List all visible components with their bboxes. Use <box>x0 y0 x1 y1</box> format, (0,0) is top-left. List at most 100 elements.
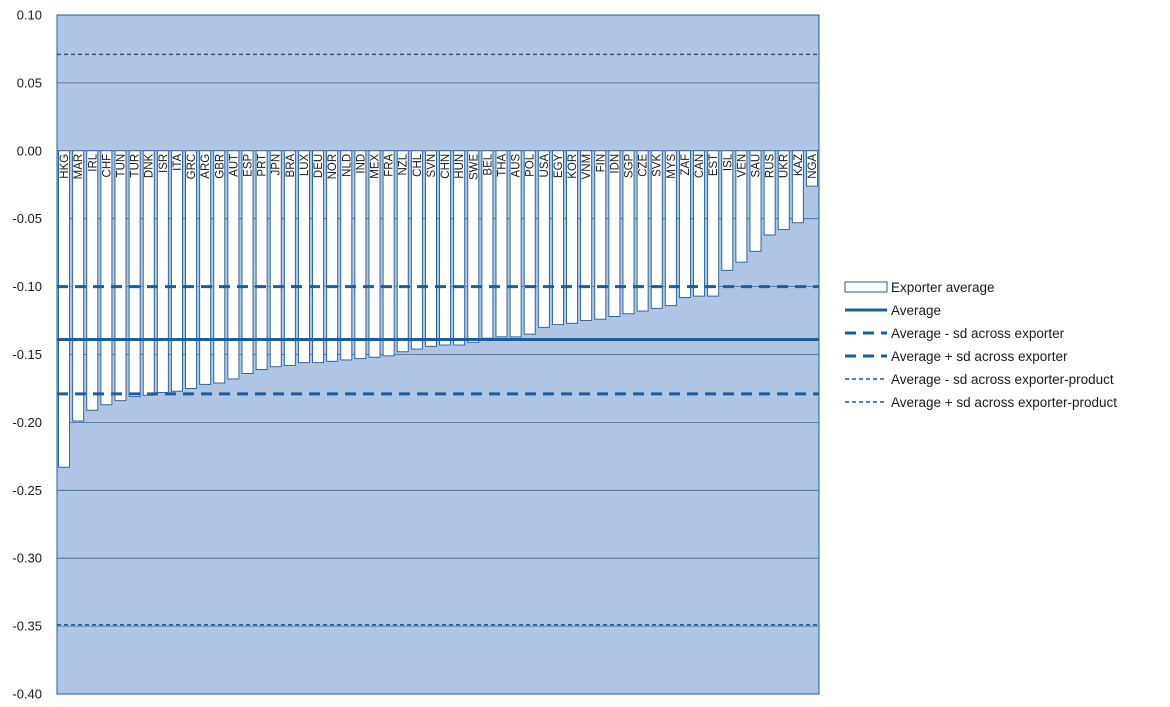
category-label: TUN <box>116 154 128 178</box>
bar-pol <box>523 150 536 335</box>
bar-aut <box>227 150 240 380</box>
bar-bel <box>481 150 494 339</box>
bar-gbr <box>213 150 226 384</box>
category-label: NOR <box>327 154 339 180</box>
bar-bra <box>283 150 296 366</box>
bar-vnm <box>580 150 593 322</box>
category-label: SVK <box>652 153 664 176</box>
bar-lux <box>297 150 310 364</box>
bar-sgp <box>622 150 635 315</box>
category-label: CHF <box>101 154 113 178</box>
reference-lines <box>57 53 819 626</box>
category-label: RUS <box>765 153 777 178</box>
category-label: SVN <box>426 154 438 178</box>
category-label: FRA <box>384 153 396 176</box>
bar-svk <box>650 150 663 309</box>
category-label: SGP <box>624 153 636 178</box>
bar-mys <box>664 150 677 307</box>
category-labels: HKG MAR IRL CHF TUN TUR DNK ISR ITA GRC ARG GBR AUT E… <box>59 153 819 180</box>
bar-nld <box>340 150 353 361</box>
bar-kor <box>566 150 579 324</box>
bar-aus <box>509 150 522 338</box>
plot-border <box>56 14 820 695</box>
bar-tha <box>495 150 508 338</box>
category-label: EGY <box>553 153 565 178</box>
category-label: ARG <box>200 154 212 179</box>
legend-label: Average - sd across exporter-product <box>891 372 1114 387</box>
category-label: MEX <box>370 153 382 178</box>
bar-esp <box>241 150 254 374</box>
y-tick-label: 0.00 <box>17 143 42 158</box>
category-label: CHN <box>440 154 452 179</box>
y-tick-label: -0.15 <box>12 347 42 362</box>
bar-prt <box>255 150 268 370</box>
y-tick-label: -0.40 <box>12 687 42 702</box>
bar-dnk <box>142 150 155 396</box>
category-label: ISL <box>722 153 734 171</box>
category-label: BRA <box>285 153 297 177</box>
legend-label: Average - sd across exporter <box>891 326 1065 341</box>
bar-chl <box>410 150 423 350</box>
category-label: USA <box>539 153 551 177</box>
bar-idn <box>608 150 621 317</box>
bar-ind <box>354 150 367 360</box>
bar-can <box>693 150 706 297</box>
category-label: IND <box>355 154 367 174</box>
category-label: VEN <box>736 154 748 178</box>
category-label: TUR <box>130 154 142 178</box>
category-label: CZE <box>638 153 650 176</box>
category-label: EST <box>708 154 720 176</box>
category-label: ZAF <box>680 154 692 176</box>
category-label: CAN <box>694 154 706 178</box>
category-label: SAU <box>751 154 763 178</box>
legend-label: Average + sd across exporter <box>891 349 1068 364</box>
category-label: ITA <box>172 153 184 170</box>
bar-kaz <box>791 150 804 224</box>
bar-est <box>707 150 720 297</box>
legend-label: Average <box>891 303 941 318</box>
category-label: VNM <box>581 154 593 180</box>
bar-fin <box>594 150 607 320</box>
category-label: JPN <box>271 154 283 176</box>
bar-cze <box>636 150 649 312</box>
category-label: GBR <box>214 154 226 179</box>
bar-chf <box>100 150 113 406</box>
y-axis: 0.10 0.05 0.00 -0.05 -0.10 -0.15 -0.20 -0.25 -0.… <box>12 8 42 702</box>
legend-label: Exporter average <box>891 280 995 295</box>
bar-usa <box>537 150 550 328</box>
category-label: UKR <box>779 154 791 178</box>
bar-egy <box>551 150 564 326</box>
category-label: PRT <box>257 154 269 177</box>
legend-label: Average + sd across exporter-product <box>891 395 1117 410</box>
y-tick-label: -0.10 <box>12 279 42 294</box>
bar-nga <box>805 150 818 187</box>
category-label: IDN <box>609 154 621 174</box>
bar-nzl <box>396 150 409 353</box>
category-label: GRC <box>186 154 198 180</box>
category-label: IRL <box>87 153 99 172</box>
bar-hun <box>453 150 466 346</box>
legend-swatch-bar <box>844 281 888 293</box>
bar-arg <box>199 150 212 385</box>
bar-irl <box>86 150 99 411</box>
bar-nor <box>326 150 339 362</box>
category-label: THA <box>497 153 509 176</box>
y-tick-label: -0.30 <box>12 551 42 566</box>
category-label: LUX <box>299 153 311 176</box>
legend: Exporter average Average Average - sd acro… <box>844 280 1117 410</box>
category-label: SWE <box>468 153 480 180</box>
category-label: DNK <box>144 153 156 178</box>
category-label: NGA <box>807 153 819 178</box>
bar-swe <box>467 150 480 343</box>
bar-hkg <box>58 150 71 468</box>
category-label: KAZ <box>793 154 805 176</box>
category-label: BEL <box>482 153 494 175</box>
category-label: NZL <box>398 153 410 175</box>
bar-chn <box>439 150 452 346</box>
category-label: MYS <box>666 153 678 178</box>
y-tick-label: 0.10 <box>17 8 42 23</box>
bar-fra <box>382 150 395 357</box>
bar-rus <box>763 150 776 236</box>
category-label: ESP <box>243 153 255 176</box>
category-label: AUS <box>511 153 523 177</box>
